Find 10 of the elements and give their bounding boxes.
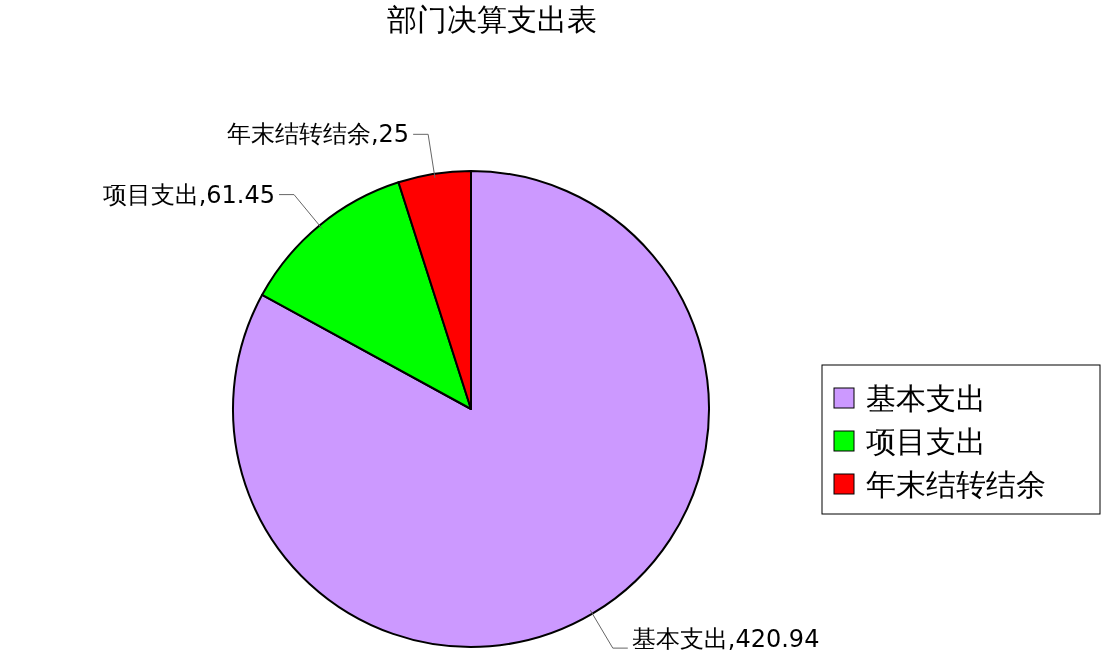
slice-label: 年末结转结余	[226, 120, 371, 149]
chart-title: 部门决算支出表	[387, 2, 597, 37]
data-label: ,61.45	[198, 180, 276, 209]
data-label: ,25	[370, 120, 410, 149]
slice-label: 项目支出	[102, 180, 199, 209]
legend-label: 年末结转结余	[866, 467, 1046, 502]
slice-label: 基本支出	[631, 625, 728, 653]
data-label: ,420.94	[727, 625, 820, 653]
legend-label: 项目支出	[866, 424, 986, 459]
legend-label: 基本支出	[866, 381, 986, 416]
